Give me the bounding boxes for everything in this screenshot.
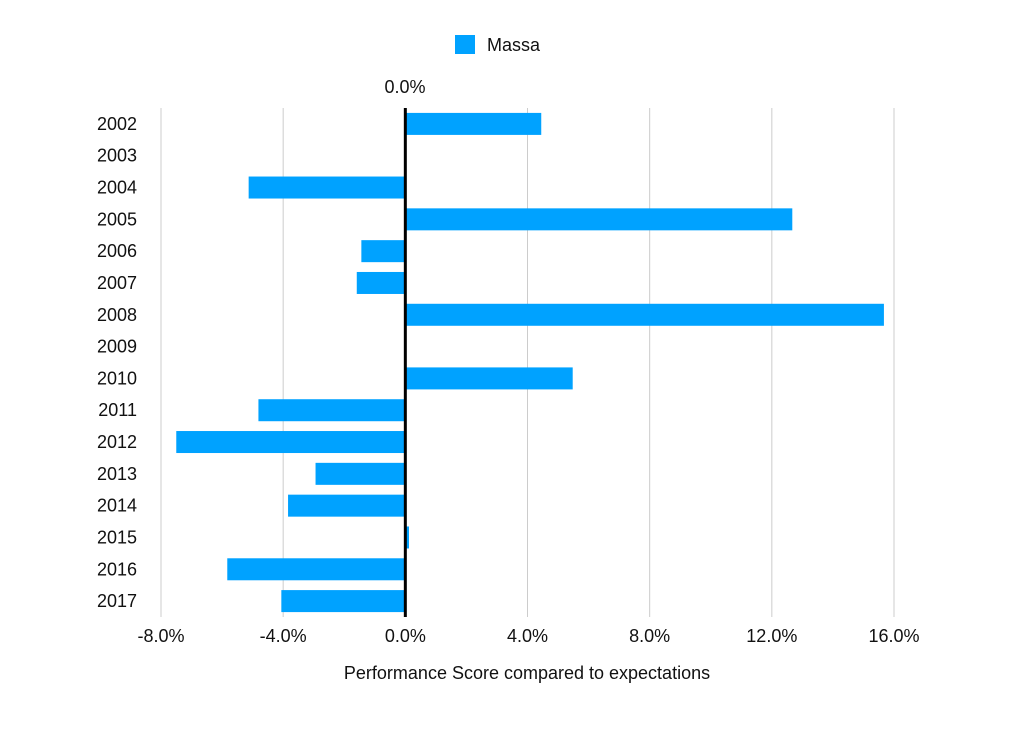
bar-2005 bbox=[405, 208, 793, 231]
category-label: 2012 bbox=[97, 432, 137, 452]
x-tick-label: -8.0% bbox=[137, 626, 184, 646]
category-labels: 2002 2003 2004 2005 2006 2007 2008 2009 2010 2011… bbox=[97, 114, 137, 611]
category-label: 2006 bbox=[97, 241, 137, 261]
bar-2008 bbox=[405, 303, 884, 326]
category-label: 2007 bbox=[97, 273, 137, 293]
legend: Massa bbox=[455, 35, 541, 55]
bar-2006 bbox=[361, 240, 406, 263]
bar-2011 bbox=[258, 399, 406, 422]
category-label: 2013 bbox=[97, 464, 137, 484]
category-label: 2014 bbox=[97, 496, 137, 516]
category-label: 2016 bbox=[97, 559, 137, 579]
x-tick-label: 16.0% bbox=[868, 626, 919, 646]
bar-2012 bbox=[176, 431, 406, 454]
x-tick-label: 4.0% bbox=[507, 626, 548, 646]
category-label: 2009 bbox=[97, 337, 137, 357]
bar-2017 bbox=[281, 590, 406, 613]
category-label: 2015 bbox=[97, 527, 137, 547]
legend-swatch-massa bbox=[455, 35, 475, 54]
zero-line-label: 0.0% bbox=[384, 77, 425, 97]
bars bbox=[176, 112, 884, 613]
category-label: 2003 bbox=[97, 146, 137, 166]
category-label: 2002 bbox=[97, 114, 137, 134]
legend-label-massa: Massa bbox=[487, 35, 541, 55]
bar-2014 bbox=[288, 494, 406, 517]
bar-2010 bbox=[405, 367, 573, 390]
x-tick-labels: -8.0% -4.0% 0.0% 4.0% 8.0% 12.0% 16.0% bbox=[137, 626, 919, 646]
x-axis-title: Performance Score compared to expectatio… bbox=[344, 663, 710, 683]
x-tick-label: 12.0% bbox=[746, 626, 797, 646]
bar-2015 bbox=[405, 526, 409, 549]
category-label: 2010 bbox=[97, 368, 137, 388]
x-tick-label: 0.0% bbox=[385, 626, 426, 646]
bar-2013 bbox=[315, 462, 406, 485]
category-label: 2011 bbox=[98, 400, 137, 420]
bar-2007 bbox=[356, 271, 406, 294]
category-label: 2008 bbox=[97, 305, 137, 325]
category-label: 2005 bbox=[97, 209, 137, 229]
bar-2002 bbox=[405, 112, 542, 135]
x-tick-label: -4.0% bbox=[260, 626, 307, 646]
x-tick-label: 8.0% bbox=[629, 626, 670, 646]
category-label: 2004 bbox=[97, 178, 137, 198]
bar-2016 bbox=[227, 558, 406, 581]
category-label: 2017 bbox=[97, 591, 137, 611]
bar-2004 bbox=[248, 176, 406, 199]
